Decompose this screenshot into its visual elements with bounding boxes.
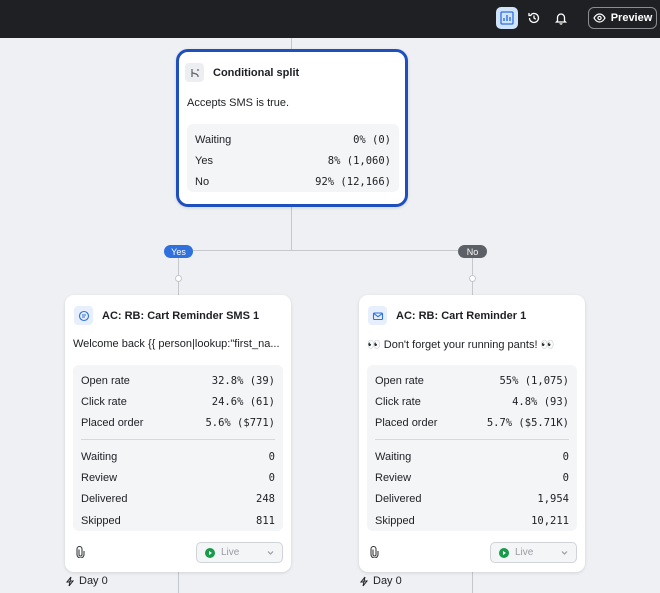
lightning-icon (65, 576, 75, 586)
chevron-down-icon (561, 551, 568, 555)
live-play-icon (499, 547, 509, 558)
yes-branch-pill[interactable]: Yes (164, 245, 193, 258)
connector-split-down (291, 207, 292, 250)
connector-email-bottom (472, 572, 473, 593)
sms-icon (74, 306, 93, 325)
sms-count-skipped: Skipped 811 (81, 515, 275, 527)
analytics-icon[interactable] (496, 7, 518, 29)
email-icon (368, 306, 387, 325)
email-stats: Open rate 55% (1,075) Click rate 4.8% (93)… (367, 365, 577, 531)
sms-status-label: Live (221, 547, 240, 558)
email-preview-text: 👀 Don't forget your running pants! 👀 (367, 339, 555, 351)
split-row-waiting: Waiting 0% (0) (195, 134, 391, 146)
conditional-split-card[interactable]: Conditional split Accepts SMS is true. W… (176, 49, 408, 207)
split-row-yes: Yes 8% (1,060) (195, 155, 391, 167)
sms-card-title: AC: RB: Cart Reminder SMS 1 (102, 309, 260, 322)
connector-no-down (472, 250, 473, 296)
email-count-delivered: Delivered 1,954 (375, 493, 569, 505)
history-icon[interactable] (523, 7, 545, 29)
no-branch-pill[interactable]: No (458, 245, 487, 258)
email-status-dropdown[interactable]: Live (490, 542, 577, 563)
connector-sms-bottom (178, 572, 179, 593)
email-card-title: AC: RB: Cart Reminder 1 (396, 309, 527, 322)
top-bar: Preview (0, 0, 660, 38)
chevron-down-icon (267, 551, 274, 555)
email-metric-open-rate: Open rate 55% (1,075) (375, 375, 569, 387)
sms-preview-text: Welcome back {{ person|lookup:"first_na.… (73, 338, 280, 350)
split-condition: Accepts SMS is true. (187, 97, 290, 109)
link-icon[interactable] (74, 545, 86, 561)
email-count-skipped: Skipped 10,211 (375, 515, 569, 527)
email-stats-divider (375, 439, 569, 440)
connector-no-dot (469, 275, 476, 282)
preview-button[interactable]: Preview (588, 7, 657, 29)
sms-metric-open-rate: Open rate 32.8% (39) (81, 375, 275, 387)
eye-icon (593, 13, 606, 23)
split-icon (185, 63, 204, 82)
split-title: Conditional split (213, 66, 300, 79)
sms-count-review: Review 0 (81, 472, 275, 484)
email-message-card[interactable]: AC: RB: Cart Reminder 1 👀 Don't forget y… (359, 295, 585, 572)
email-metric-click-rate: Click rate 4.8% (93) (375, 396, 569, 408)
email-status-label: Live (515, 547, 534, 558)
connector-yes-dot (175, 275, 182, 282)
preview-label: Preview (610, 12, 653, 24)
connector-branch-horizontal (178, 250, 473, 251)
sms-message-card[interactable]: AC: RB: Cart Reminder SMS 1 Welcome back… (65, 295, 291, 572)
live-play-icon (205, 547, 215, 558)
connector-yes-down (178, 250, 179, 296)
email-count-review: Review 0 (375, 472, 569, 484)
sms-status-dropdown[interactable]: Live (196, 542, 283, 563)
email-delay-label[interactable]: Day 0 (359, 575, 402, 587)
sms-metric-placed-order: Placed order 5.6% ($771) (81, 417, 275, 429)
sms-count-delivered: Delivered 248 (81, 493, 275, 505)
sms-count-waiting: Waiting 0 (81, 451, 275, 463)
bell-icon[interactable] (550, 7, 572, 29)
split-row-no: No 92% (12,166) (195, 176, 391, 188)
lightning-icon (359, 576, 369, 586)
connector-top (291, 38, 292, 50)
email-count-waiting: Waiting 0 (375, 451, 569, 463)
sms-stats: Open rate 32.8% (39) Click rate 24.6% (61)… (73, 365, 283, 531)
sms-stats-divider (81, 439, 275, 440)
sms-metric-click-rate: Click rate 24.6% (61) (81, 396, 275, 408)
link-icon[interactable] (368, 545, 380, 561)
email-metric-placed-order: Placed order 5.7% ($5.71K) (375, 417, 569, 429)
sms-delay-label[interactable]: Day 0 (65, 575, 108, 587)
split-stats: Waiting 0% (0) Yes 8% (1,060) No 92% (12,16… (187, 124, 399, 192)
